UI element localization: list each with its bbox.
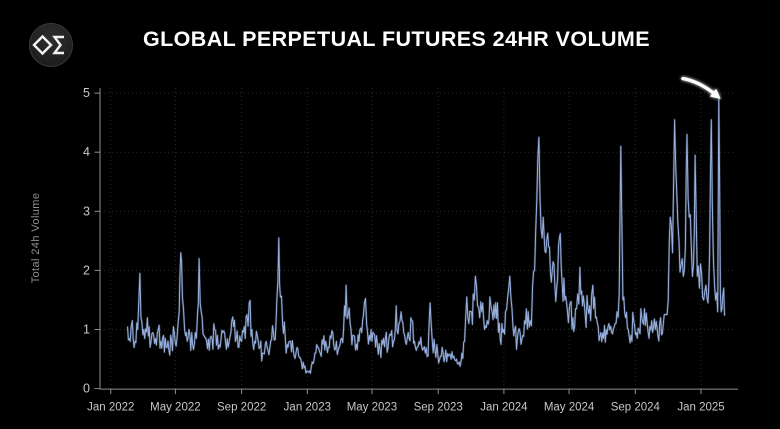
series-line	[127, 98, 726, 374]
trend-arrow-head	[709, 88, 721, 99]
x-tick-label: Jan 2024	[480, 402, 528, 414]
y-tick-label: 5	[83, 86, 90, 100]
y-tick-label: 1	[83, 323, 90, 337]
x-tick-label: May 2023	[347, 402, 398, 414]
x-tick-label: Sep 2023	[414, 402, 463, 414]
y-tick-label: 3	[83, 204, 90, 218]
x-tick-label: May 2024	[544, 402, 595, 414]
x-tick-label: Jan 2022	[87, 402, 134, 414]
brand-logo	[29, 23, 73, 67]
diamond-sigma-icon	[29, 23, 73, 67]
x-tick-label: May 2022	[150, 402, 201, 414]
y-tick-label: 2	[83, 263, 90, 277]
y-tick-label: 0	[83, 382, 90, 396]
y-tick-label: 4	[83, 145, 90, 159]
y-axis-title: Total 24h Volume	[30, 192, 42, 284]
trend-arrow	[681, 76, 721, 99]
x-tick-label: Sep 2024	[611, 402, 661, 414]
x-tick-label: Jan 2025	[677, 402, 724, 414]
trend-arrow-shaft	[681, 76, 717, 97]
x-tick-label: Sep 2022	[217, 402, 266, 414]
x-tick-label: Jan 2023	[284, 402, 331, 414]
page-title: GLOBAL PERPETUAL FUTURES 24HR VOLUME	[143, 27, 650, 51]
